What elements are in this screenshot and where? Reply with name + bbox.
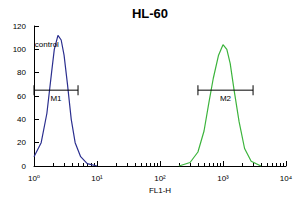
svg-text:HL-60: HL-60 bbox=[132, 6, 168, 21]
svg-text:10³: 10³ bbox=[217, 174, 229, 183]
svg-text:M1: M1 bbox=[50, 94, 62, 103]
svg-text:40: 40 bbox=[17, 115, 26, 124]
svg-text:0: 0 bbox=[22, 162, 27, 171]
svg-text:80: 80 bbox=[17, 68, 26, 77]
svg-text:FL1-H: FL1-H bbox=[149, 186, 171, 195]
svg-text:10²: 10² bbox=[154, 174, 166, 183]
svg-text:M2: M2 bbox=[220, 94, 232, 103]
svg-text:20: 20 bbox=[17, 138, 26, 147]
svg-text:10⁴: 10⁴ bbox=[280, 174, 293, 183]
svg-text:10¹: 10¹ bbox=[91, 174, 103, 183]
svg-text:100: 100 bbox=[13, 45, 27, 54]
svg-text:10⁰: 10⁰ bbox=[28, 174, 40, 183]
svg-text:60: 60 bbox=[17, 92, 26, 101]
svg-text:120: 120 bbox=[13, 22, 27, 31]
svg-text:control: control bbox=[35, 40, 59, 49]
